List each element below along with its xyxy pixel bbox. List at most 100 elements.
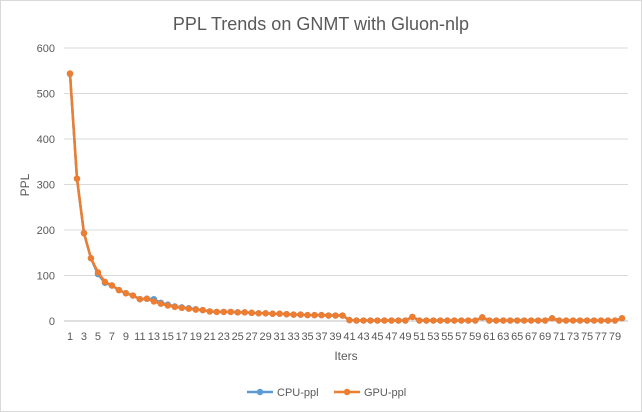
- data-point: [541, 317, 549, 324]
- data-point: [367, 317, 374, 324]
- x-tick-label: 39: [329, 331, 341, 343]
- data-point: [332, 312, 339, 319]
- data-point: [437, 317, 444, 324]
- x-tick-label: 47: [385, 331, 397, 343]
- data-point: [604, 317, 612, 324]
- data-point: [527, 317, 535, 324]
- data-point: [388, 317, 395, 324]
- data-point: [241, 309, 248, 316]
- data-point: [479, 314, 486, 321]
- data-point: [318, 311, 325, 319]
- series-layer: [66, 70, 626, 324]
- data-point: [458, 317, 465, 324]
- x-tick-label: 29: [260, 331, 272, 343]
- data-point: [402, 317, 409, 324]
- data-point: [262, 310, 269, 317]
- y-tick-label: 300: [37, 180, 55, 192]
- legend: CPU-ppl GPU-ppl: [247, 387, 406, 399]
- data-point: [569, 317, 577, 324]
- x-tick-label: 45: [371, 331, 383, 343]
- data-point: [346, 316, 353, 324]
- data-point: [562, 317, 570, 324]
- series-gpu-ppl: [66, 70, 626, 324]
- x-tick-label: 57: [455, 331, 467, 343]
- x-tick-label: 25: [232, 331, 244, 343]
- legend-item: CPU-ppl: [247, 387, 319, 399]
- data-point: [150, 298, 158, 305]
- data-point: [206, 308, 213, 315]
- data-point: [416, 317, 423, 324]
- data-point: [164, 302, 172, 309]
- x-tick-label: 51: [413, 331, 425, 343]
- chart-title: PPL Trends on GNMT with Gluon-nlp: [173, 14, 469, 34]
- data-point: [597, 317, 605, 324]
- x-tick-label: 75: [581, 331, 593, 343]
- data-point: [157, 300, 165, 307]
- data-point: [234, 309, 241, 316]
- x-tick-label: 3: [81, 331, 87, 343]
- data-point: [220, 308, 227, 316]
- y-tick-label: 200: [37, 225, 55, 237]
- y-axis-title: PPL: [18, 173, 32, 196]
- data-point: [374, 317, 381, 324]
- data-point: [409, 313, 416, 321]
- y-tick-label: 500: [37, 89, 55, 101]
- x-tick-label: 1: [67, 331, 73, 343]
- data-point: [444, 317, 451, 324]
- gridlines: [64, 47, 628, 276]
- data-point: [360, 317, 367, 324]
- legend-label: GPU-ppl: [364, 387, 406, 399]
- x-tick-label: 41: [343, 331, 355, 343]
- data-point: [122, 290, 130, 297]
- y-axis-ticks: 0 100 200 300 400 500 600: [37, 43, 55, 328]
- data-point: [80, 229, 88, 237]
- data-point: [290, 311, 297, 318]
- x-tick-label: 7: [109, 331, 115, 343]
- x-tick-label: 19: [190, 331, 202, 343]
- data-point: [115, 286, 123, 294]
- data-point: [381, 317, 388, 324]
- x-tick-label: 9: [123, 331, 129, 343]
- data-point: [108, 282, 116, 289]
- data-point: [143, 295, 151, 302]
- data-point: [430, 317, 437, 324]
- data-point: [213, 308, 220, 316]
- x-tick-label: 49: [399, 331, 411, 343]
- x-tick-label: 21: [204, 331, 216, 343]
- x-tick-label: 73: [567, 331, 579, 343]
- data-point: [395, 317, 402, 324]
- data-point: [255, 310, 262, 317]
- x-axis-title: Iters: [334, 349, 357, 363]
- x-tick-label: 27: [246, 331, 258, 343]
- data-point: [353, 317, 360, 324]
- data-point: [185, 305, 192, 312]
- legend-label: CPU-ppl: [277, 387, 319, 399]
- x-tick-label: 61: [483, 331, 495, 343]
- x-tick-label: 63: [497, 331, 509, 343]
- data-point: [283, 310, 290, 318]
- x-tick-label: 17: [176, 331, 188, 343]
- y-tick-label: 600: [37, 43, 55, 55]
- data-point: [583, 317, 591, 324]
- y-tick-label: 0: [49, 316, 55, 328]
- data-point: [66, 70, 74, 77]
- x-tick-label: 13: [148, 331, 160, 343]
- data-point: [555, 317, 563, 324]
- data-point: [534, 317, 542, 324]
- x-tick-label: 31: [273, 331, 285, 343]
- x-tick-label: 5: [95, 331, 101, 343]
- x-tick-label: 77: [595, 331, 607, 343]
- data-point: [618, 315, 626, 322]
- data-point: [486, 317, 493, 324]
- data-point: [472, 317, 479, 324]
- data-point: [269, 310, 276, 317]
- data-point: [227, 308, 234, 316]
- x-tick-label: 37: [315, 331, 327, 343]
- x-tick-label: 67: [525, 331, 537, 343]
- data-point: [493, 317, 500, 324]
- data-point: [520, 317, 528, 324]
- x-axis-ticks: 1 3 5 7 9 11 13 15 17 19 21 23 25 27 29 31 33 35 37 39 41 43 4…: [67, 331, 621, 343]
- data-point: [192, 306, 199, 313]
